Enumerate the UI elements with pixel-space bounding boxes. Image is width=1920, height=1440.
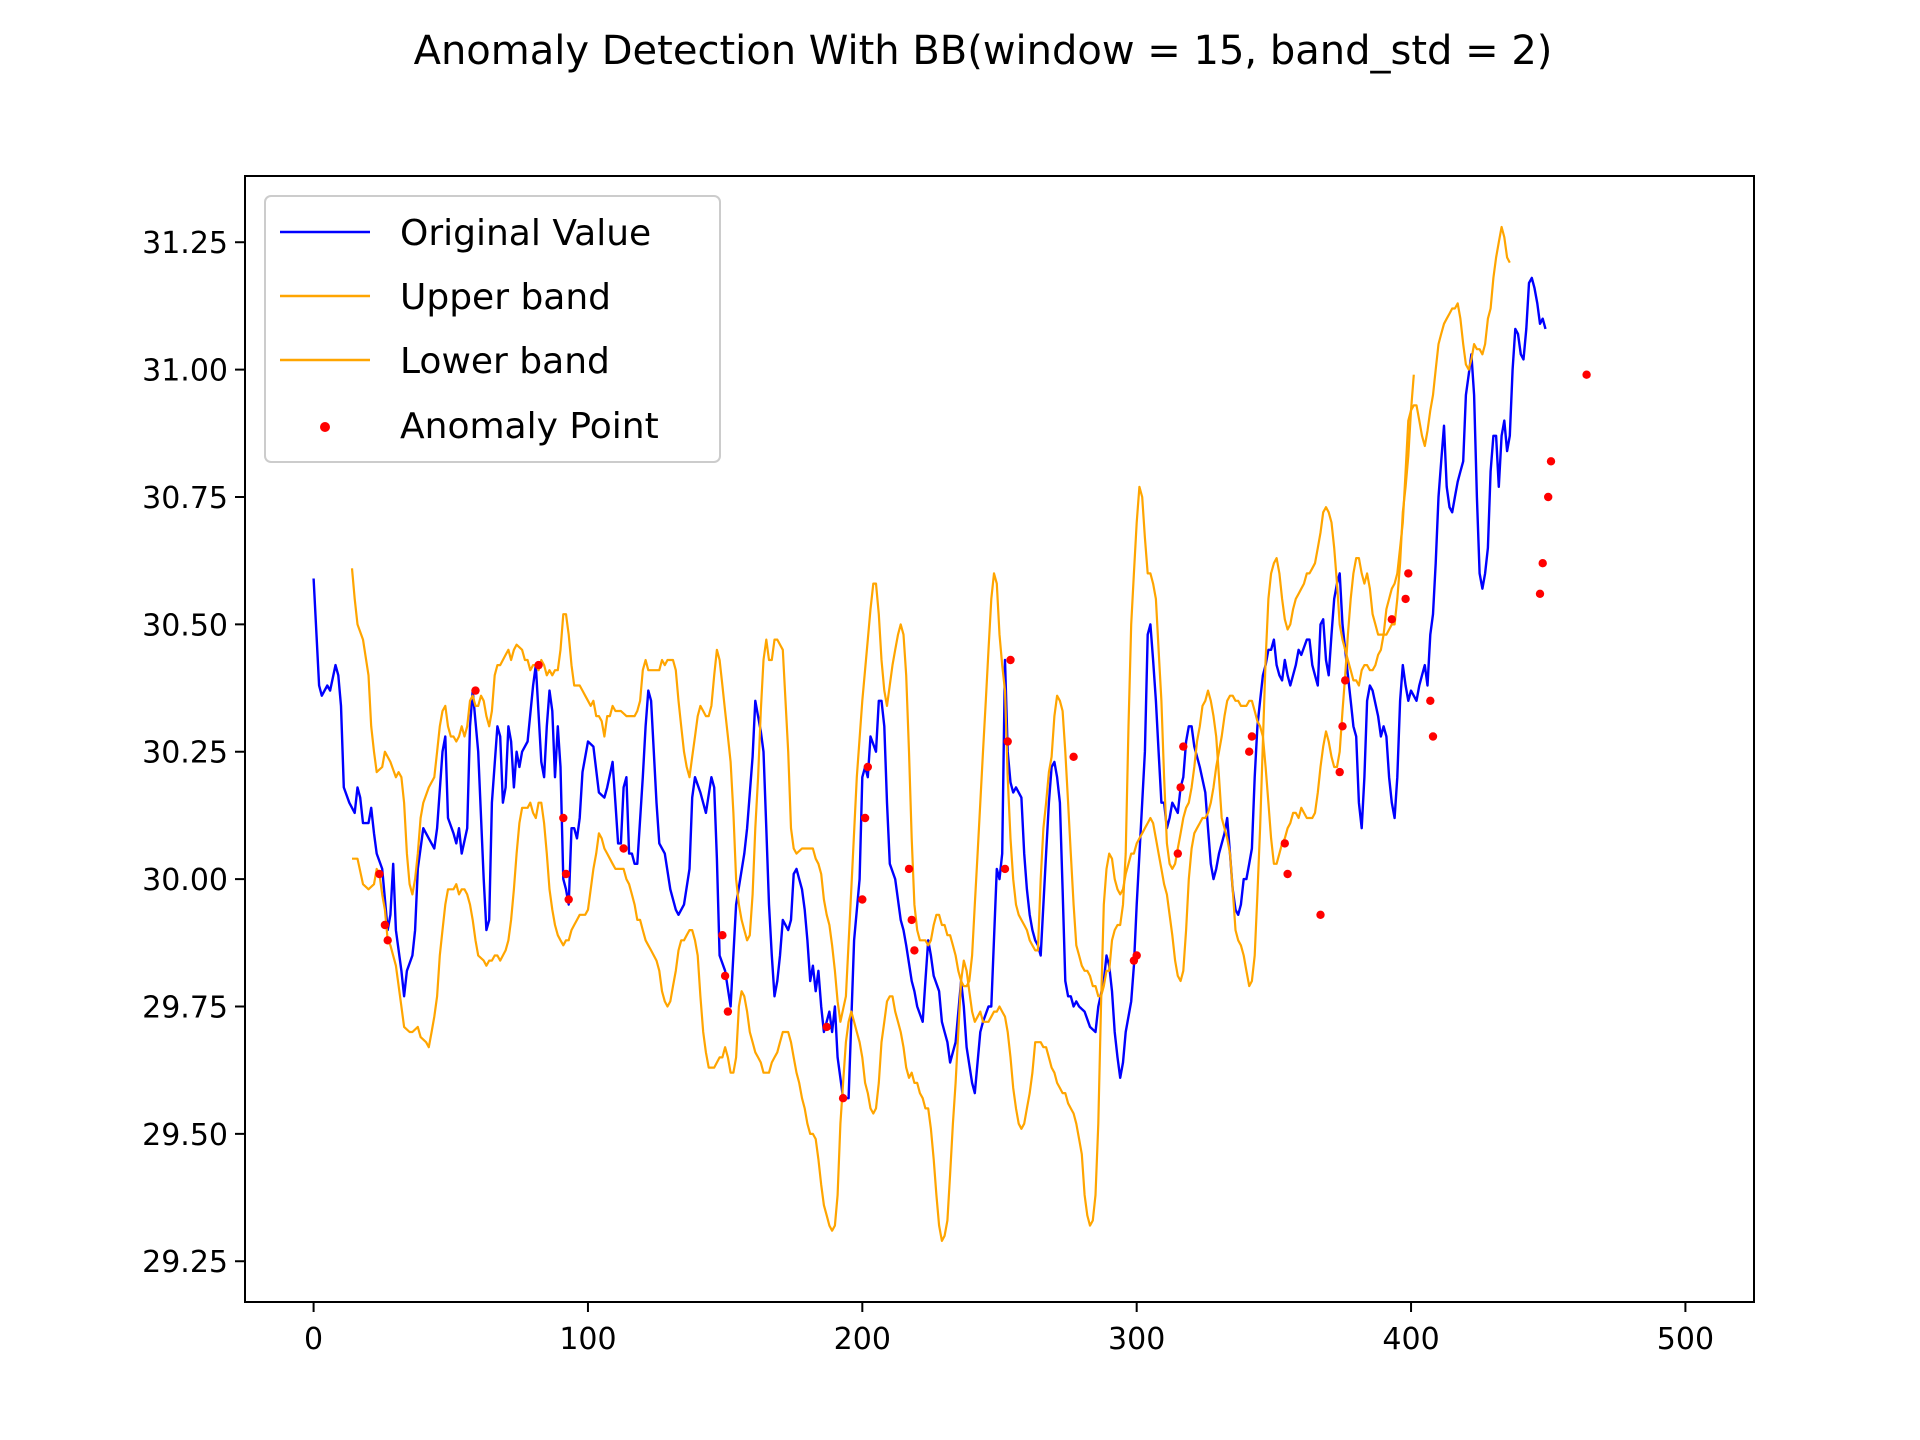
x-tick-label: 500 <box>1657 1322 1714 1357</box>
series-layer <box>312 225 1547 1242</box>
anomaly-point <box>720 971 730 981</box>
legend-label-original: Original Value <box>400 213 651 254</box>
anomaly-point <box>383 936 392 945</box>
y-tick-label: 30.75 <box>142 481 228 516</box>
anomaly-point <box>1426 696 1435 705</box>
anomaly-point <box>1132 951 1141 960</box>
anomaly-layer <box>375 370 1591 1103</box>
anomaly-point <box>375 869 384 879</box>
y-axis: 29.25 29.50 29.75 30.00 30.25 30.50 30.75 31.00… <box>142 226 245 1280</box>
anomaly-point <box>1582 370 1591 379</box>
anomaly-point <box>1173 849 1183 858</box>
anomaly-point <box>1404 569 1413 578</box>
anomaly-point <box>863 762 872 772</box>
anomaly-point <box>1546 457 1556 466</box>
legend-label-lower: Lower band <box>400 341 610 382</box>
anomaly-point <box>904 864 914 874</box>
y-tick-label: 31.00 <box>142 354 228 389</box>
y-tick-label: 29.75 <box>142 990 228 1025</box>
chart-title: Anomaly Detection With BB(window = 15, b… <box>414 28 1553 74</box>
anomaly-point <box>1280 839 1290 848</box>
anomaly-point <box>534 660 543 670</box>
anomaly-point <box>860 813 870 823</box>
legend-swatch-anomaly <box>320 422 330 432</box>
x-tick-label: 400 <box>1382 1322 1439 1357</box>
x-tick-label: 0 <box>304 1322 323 1357</box>
anomaly-point <box>1316 910 1325 919</box>
lower-band-line <box>352 374 1415 1242</box>
anomaly-point <box>822 1022 831 1032</box>
anomaly-point <box>564 895 573 904</box>
x-tick-label: 300 <box>1108 1322 1165 1357</box>
y-tick-label: 30.25 <box>142 736 228 771</box>
anomaly-point <box>1245 747 1254 756</box>
anomaly-point <box>858 895 867 904</box>
legend-label-upper: Upper band <box>400 277 611 318</box>
anomaly-point <box>718 931 727 940</box>
anomaly-point <box>1179 742 1188 751</box>
anomaly-point <box>561 869 571 879</box>
anomaly-point <box>1401 594 1410 604</box>
anomaly-point <box>1283 869 1292 879</box>
anomaly-point <box>1428 732 1438 741</box>
anomaly-point <box>559 813 568 823</box>
original-value-line <box>312 276 1547 1100</box>
x-tick-label: 100 <box>559 1322 616 1357</box>
anomaly-point <box>1335 767 1344 777</box>
anomaly-point <box>910 946 919 955</box>
anomaly-point <box>1535 589 1545 598</box>
legend-label-anomaly: Anomaly Point <box>400 406 659 447</box>
anomaly-point <box>1006 655 1015 665</box>
legend-frame <box>264 195 721 463</box>
anomaly-point <box>1538 559 1547 568</box>
anomaly-point <box>1003 737 1012 746</box>
y-tick-label: 30.00 <box>142 863 228 898</box>
anomaly-point <box>838 1094 848 1103</box>
x-axis: 0 100 200 300 400 500 <box>304 1302 1714 1357</box>
y-tick-label: 31.25 <box>142 226 228 261</box>
y-tick-label: 29.50 <box>142 1118 228 1153</box>
anomaly-point <box>1544 492 1553 502</box>
anomaly-point <box>1341 676 1350 685</box>
x-tick-label: 200 <box>834 1322 891 1357</box>
anomaly-point <box>907 915 916 925</box>
anomaly-point <box>1176 783 1185 792</box>
anomaly-point <box>1000 864 1010 874</box>
anomaly-point <box>723 1007 733 1016</box>
y-tick-label: 29.25 <box>142 1245 228 1280</box>
anomaly-point <box>380 920 390 930</box>
anomaly-point <box>1247 732 1257 741</box>
anomaly-point <box>1069 752 1078 761</box>
legend: Original Value Upper band Lower band Ano… <box>264 195 721 463</box>
anomaly-point <box>471 686 480 695</box>
anomaly-point <box>619 844 628 853</box>
anomaly-point <box>1387 615 1397 624</box>
plot-frame <box>244 175 1755 1303</box>
anomaly-point <box>1338 722 1347 731</box>
y-tick-label: 30.50 <box>142 608 228 643</box>
